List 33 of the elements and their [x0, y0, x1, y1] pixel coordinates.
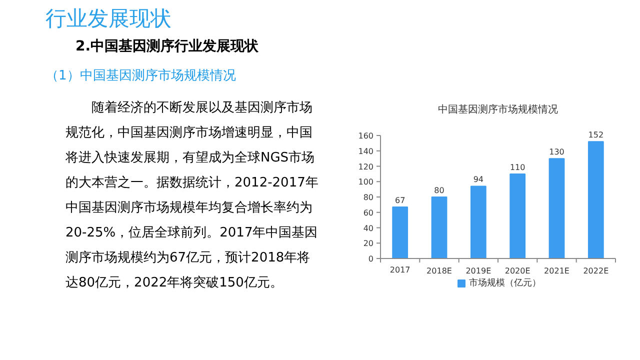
data-label: 80 [434, 186, 444, 195]
data-label: 94 [473, 175, 484, 184]
bar [510, 173, 526, 259]
y-tick-label: 20 [363, 239, 374, 248]
data-label: 67 [394, 196, 406, 205]
legend-label: 市场规模（亿元） [469, 278, 541, 288]
x-tick-label: 2019E [466, 266, 492, 276]
bar [548, 158, 565, 259]
y-tick-label: 160 [358, 132, 374, 140]
bar [470, 186, 486, 259]
y-tick-label: 60 [363, 208, 374, 218]
y-tick-label: 140 [358, 146, 374, 156]
x-tick-label: 2020E [504, 266, 530, 276]
x-tick-label: 2018E [426, 266, 452, 276]
text: 2.中国基因测序行业发展现状 [76, 38, 260, 54]
text: （1）中国基因测序市场规模情况 [46, 68, 236, 84]
y-tick-label: 40 [363, 224, 374, 233]
text: 随着经济的不断发展以及基因测序市场规范化，中国基因测序市场增速明显，中国将进入快速发展期，有望成为全球NGS市场的大本营之一。据数据统计，2012-2017年中国基因测序市场规模年均复合增长率约为20-25%，位居全球前列。2017年中国基因测序市场规模约为67亿元，预计2018年将达80亿元，2022年将突破150亿元。 [64, 100, 318, 290]
data-label: 110 [510, 162, 526, 172]
bar [431, 196, 448, 259]
text: 行业发展现状 [46, 6, 172, 30]
data-label: 130 [549, 148, 564, 157]
bar [588, 141, 604, 259]
x-tick-label: 2022E [583, 266, 609, 276]
chart-title: 中国基因测序市场规模情况 [438, 104, 558, 116]
x-tick-label: 2021E [544, 266, 570, 276]
bar [392, 206, 408, 259]
y-tick-label: 120 [358, 162, 374, 172]
y-tick-label: 100 [358, 178, 374, 187]
y-tick-label: 0 [368, 254, 374, 264]
x-tick-label: 2017 [390, 266, 410, 274]
y-tick-label: 80 [363, 193, 374, 202]
data-label: 152 [588, 130, 604, 140]
